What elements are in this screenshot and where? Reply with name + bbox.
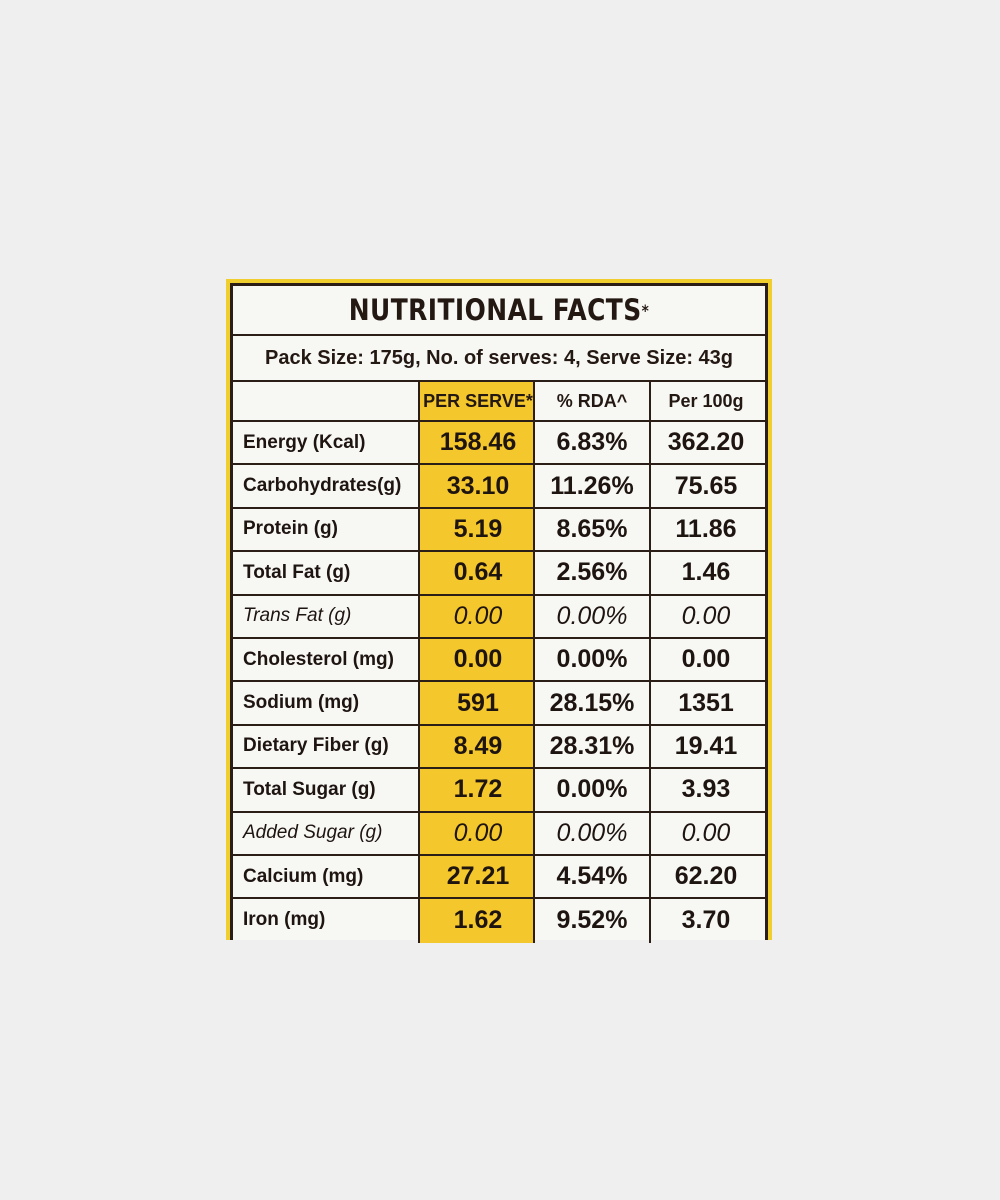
nutrition-table: NUTRITIONAL FACTS * Pack Size: 175g, No. … [230,283,768,943]
nutrient-name: Carbohydrates(g) [243,475,402,497]
per-100g-value: 19.41 [674,731,738,760]
title-text: NUTRITIONAL FACTS [348,293,642,327]
per-100g-value: 3.93 [681,775,731,804]
divider [233,380,765,382]
table-row: Carbohydrates(g) 33.10 11.26% 75.65 [233,465,765,506]
divider [233,420,765,422]
table-row: Total Fat (g) 0.64 2.56% 1.46 [233,552,765,593]
rda-value: 8.65% [556,514,628,543]
nutrient-name: Total Fat (g) [243,561,351,583]
header-per-serve: PER SERVE* [423,390,533,411]
rda-value: 4.54% [556,862,628,891]
table-row: Dietary Fiber (g) 8.49 28.31% 19.41 [233,726,765,767]
rda-value: 28.31% [549,731,635,760]
rda-value: 6.83% [556,428,628,457]
per-serve-value: 0.64 [453,558,503,587]
per-serve-value: 33.10 [446,471,510,500]
table-row: Iron (mg) 1.62 9.52% 3.70 [233,899,765,940]
row-divider [233,767,765,770]
per-100g-value: 75.65 [674,471,738,500]
per-100g-value: 62.20 [674,862,738,891]
nutrient-name: Cholesterol (mg) [243,648,394,670]
header-per-100g: Per 100g [668,390,744,411]
per-serve-value: 1.62 [453,905,503,934]
divider [233,334,765,336]
column-divider [533,382,535,943]
row-divider [233,723,765,726]
per-serve-value: 27.21 [446,862,510,891]
pack-info: Pack Size: 175g, No. of serves: 4, Serve… [264,346,733,369]
per-serve-value: 5.19 [453,514,503,543]
nutrient-name: Iron (mg) [243,909,326,931]
rda-value: 28.15% [549,688,635,717]
per-100g-value: 1351 [678,688,734,717]
nutrient-name: Total Sugar (g) [243,778,376,800]
per-100g-value: 0.00 [681,645,731,674]
per-serve-value: 1.72 [453,775,503,804]
table-row: Trans Fat (g) 0.00 0.00% 0.00 [233,596,765,637]
row-divider [233,506,765,509]
per-100g-value: 0.00 [681,818,731,847]
nutrient-name: Energy (Kcal) [243,431,366,453]
per-serve-value: 158.46 [439,428,517,457]
per-100g-value: 1.46 [681,558,731,587]
per-100g-value: 11.86 [675,514,737,543]
table-row: Protein (g) 5.19 8.65% 11.86 [233,509,765,550]
table-row: Energy (Kcal) 158.46 6.83% 362.20 [233,422,765,463]
nutrient-name: Added Sugar (g) [243,822,383,844]
rda-value: 0.00% [556,818,628,847]
per-serve-value: 0.00 [453,818,503,847]
title-mark: * [641,300,650,320]
nutrient-name: Protein (g) [243,518,338,540]
rda-value: 0.00% [556,601,628,630]
per-serve-value: 0.00 [453,601,503,630]
nutrient-name: Sodium (mg) [243,692,360,714]
nutrition-label: NUTRITIONAL FACTS * Pack Size: 175g, No. … [226,279,772,943]
label-title: NUTRITIONAL FACTS * [270,286,728,334]
row-divider [233,680,765,683]
table-row: Calcium (mg) 27.21 4.54% 62.20 [233,856,765,897]
nutrient-name: Calcium (mg) [243,865,364,887]
row-divider [233,463,765,466]
row-divider [233,637,765,639]
rda-value: 11.26% [550,471,634,500]
nutrient-name: Trans Fat (g) [243,605,352,627]
per-100g-value: 362.20 [667,428,745,457]
per-100g-value: 3.70 [681,905,731,934]
rda-value: 0.00% [556,775,628,804]
column-divider [418,382,420,943]
rda-value: 9.52% [556,905,628,934]
table-row: Sodium (mg) 591 28.15% 1351 [233,682,765,723]
table-row: Added Sugar (g) 0.00 0.00% 0.00 [233,813,765,854]
row-divider [233,897,765,900]
row-divider [233,810,765,813]
per-serve-value: 591 [457,688,499,717]
rda-value: 0.00% [556,645,628,674]
per-serve-value: 0.00 [453,645,503,674]
header-rda: % RDA^ [556,390,628,411]
per-serve-value: 8.49 [453,731,503,760]
column-divider [649,382,651,943]
rda-value: 2.56% [556,558,628,587]
table-row: Total Sugar (g) 1.72 0.00% 3.93 [233,769,765,810]
nutrient-name: Dietary Fiber (g) [243,735,389,757]
row-divider [233,854,765,856]
table-row: Cholesterol (mg) 0.00 0.00% 0.00 [233,639,765,680]
per-100g-value: 0.00 [681,601,731,630]
row-divider [233,593,765,596]
row-divider [233,550,765,553]
per-serve-column-highlight [420,382,533,943]
